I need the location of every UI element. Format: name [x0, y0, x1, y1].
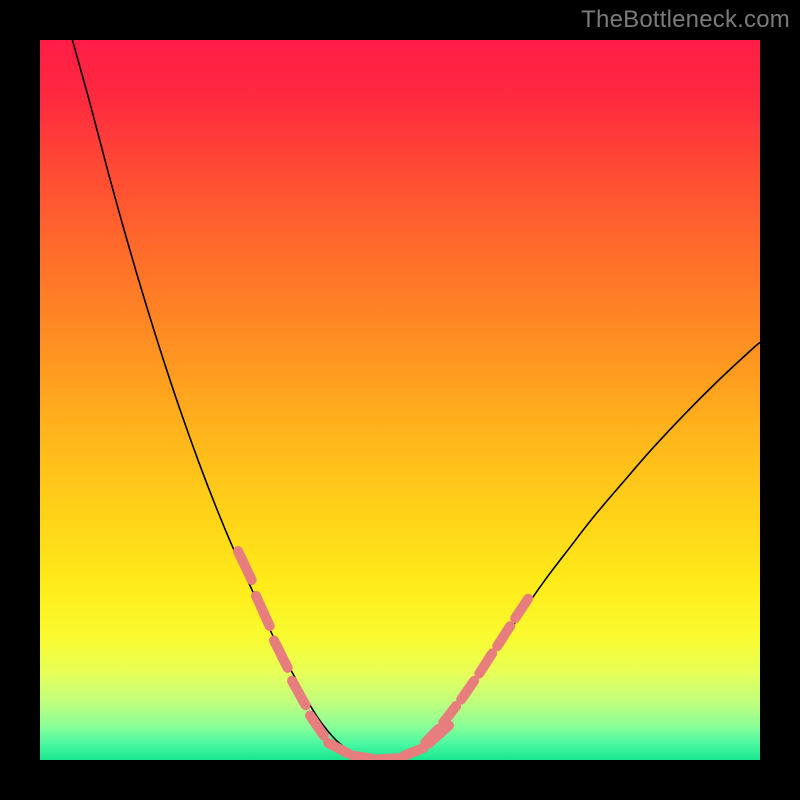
highlight-dash: [515, 599, 528, 618]
highlight-dash: [479, 653, 492, 673]
highlight-dash: [292, 681, 306, 705]
highlight-dash: [353, 756, 373, 759]
highlight-dash: [497, 626, 510, 646]
chart-container: { "canvas": { "width": 800, "height": 80…: [0, 0, 800, 800]
highlight-dash: [404, 748, 424, 756]
highlight-dash: [238, 551, 252, 580]
highlight-dash: [461, 681, 474, 700]
highlight-dash: [378, 758, 398, 759]
highlight-dash: [328, 743, 348, 754]
highlight-dash: [443, 706, 456, 723]
highlight-dash: [310, 715, 324, 735]
chart-svg: [0, 0, 800, 800]
highlight-dash: [274, 640, 288, 667]
bottleneck-curve: [72, 40, 760, 759]
highlight-dash: [256, 596, 270, 626]
